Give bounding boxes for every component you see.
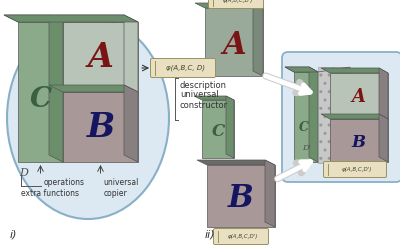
Polygon shape xyxy=(63,92,138,162)
Text: B: B xyxy=(228,183,254,213)
Text: description: description xyxy=(180,81,227,89)
FancyBboxPatch shape xyxy=(282,52,400,182)
Text: A: A xyxy=(222,30,246,61)
Polygon shape xyxy=(379,68,388,119)
Polygon shape xyxy=(4,15,63,22)
Polygon shape xyxy=(195,3,263,8)
Text: extra functions: extra functions xyxy=(21,189,79,198)
Polygon shape xyxy=(265,160,275,227)
Text: C: C xyxy=(30,86,52,112)
Polygon shape xyxy=(124,15,138,92)
FancyBboxPatch shape xyxy=(208,0,264,9)
Polygon shape xyxy=(63,22,138,92)
Text: C: C xyxy=(299,121,309,134)
Ellipse shape xyxy=(7,17,169,219)
Text: D': D' xyxy=(302,144,312,152)
Polygon shape xyxy=(285,67,318,72)
Polygon shape xyxy=(285,67,318,72)
Polygon shape xyxy=(321,68,388,73)
Polygon shape xyxy=(49,15,138,22)
FancyBboxPatch shape xyxy=(214,229,268,245)
Text: B: B xyxy=(351,134,365,150)
Text: i): i) xyxy=(10,229,18,239)
Text: C: C xyxy=(211,122,225,139)
Polygon shape xyxy=(202,100,234,158)
Text: φ(A,B,C, D): φ(A,B,C, D) xyxy=(166,65,204,71)
Polygon shape xyxy=(379,114,388,162)
FancyBboxPatch shape xyxy=(150,59,216,77)
Polygon shape xyxy=(309,67,318,162)
Polygon shape xyxy=(18,22,63,162)
Polygon shape xyxy=(207,165,275,227)
Polygon shape xyxy=(330,119,388,162)
Polygon shape xyxy=(330,73,388,119)
Text: φ(A,B,C,D'): φ(A,B,C,D') xyxy=(223,0,253,3)
Polygon shape xyxy=(226,96,234,158)
Polygon shape xyxy=(49,85,138,92)
Polygon shape xyxy=(318,67,350,72)
Text: φ(A,B,C,D'): φ(A,B,C,D') xyxy=(228,234,258,239)
Bar xyxy=(318,67,350,163)
Polygon shape xyxy=(197,160,275,165)
Polygon shape xyxy=(294,72,318,162)
Polygon shape xyxy=(124,85,138,162)
Text: A: A xyxy=(351,88,365,106)
Text: universal
constructor: universal constructor xyxy=(180,90,228,110)
Text: ii): ii) xyxy=(205,229,216,239)
Text: B: B xyxy=(86,110,115,144)
Polygon shape xyxy=(4,15,138,22)
Polygon shape xyxy=(321,114,388,119)
Text: A: A xyxy=(88,40,114,74)
Polygon shape xyxy=(194,96,234,100)
Polygon shape xyxy=(253,3,263,76)
Text: D: D xyxy=(19,168,28,178)
Polygon shape xyxy=(205,8,263,76)
Polygon shape xyxy=(49,15,63,162)
FancyBboxPatch shape xyxy=(324,161,386,177)
Text: φ(A,B,C,D'): φ(A,B,C,D') xyxy=(342,167,372,172)
Text: universal
copier: universal copier xyxy=(104,178,139,198)
Text: operations: operations xyxy=(44,178,84,187)
